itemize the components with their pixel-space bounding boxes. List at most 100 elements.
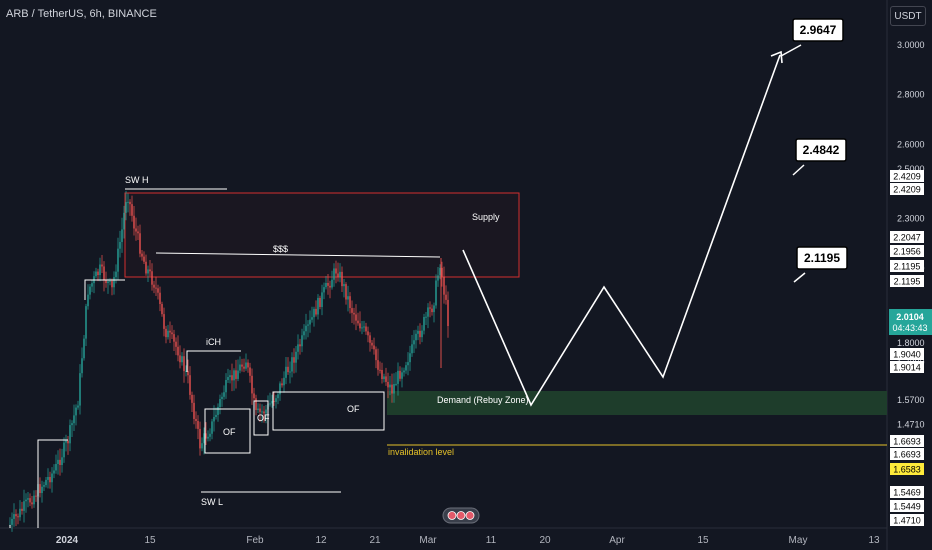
candle-body xyxy=(399,370,401,379)
candle-body xyxy=(181,356,183,363)
candle-body xyxy=(301,335,303,347)
candle-body xyxy=(179,355,181,363)
candle-body xyxy=(87,294,89,307)
candle-body xyxy=(107,281,109,284)
candle-body xyxy=(397,370,399,384)
target-value-3: 2.1195 xyxy=(804,251,840,265)
candle-body xyxy=(289,371,291,373)
price-label: 2.4209 xyxy=(893,172,921,182)
candle-body xyxy=(271,400,273,404)
structure-line xyxy=(37,439,68,528)
candle-body xyxy=(75,407,77,416)
demand-label: Demand (Rebuy Zone) xyxy=(437,395,529,405)
candle-body xyxy=(329,285,331,288)
candle-body xyxy=(395,383,397,385)
candle-body xyxy=(207,436,209,439)
candle-body xyxy=(425,316,427,318)
candle-body xyxy=(35,495,37,497)
candle-body xyxy=(209,433,211,437)
candle-body xyxy=(333,268,335,280)
supply-label: Supply xyxy=(472,212,500,222)
candle-body xyxy=(235,370,237,379)
candle-body xyxy=(239,364,241,371)
candle-body xyxy=(363,326,365,328)
candle-body xyxy=(191,394,193,403)
price-label-bg xyxy=(890,275,924,287)
candle-body xyxy=(89,286,91,295)
candle-body xyxy=(313,308,315,318)
candle-body xyxy=(385,376,387,382)
candle-body xyxy=(79,373,81,406)
of-box-1 xyxy=(204,408,251,454)
candle-body xyxy=(71,423,73,426)
supply-zone xyxy=(124,192,520,278)
candle-body xyxy=(111,280,113,288)
price-label: 2.1956 xyxy=(893,247,921,257)
price-label: 1.9014 xyxy=(893,363,921,373)
candle-body xyxy=(379,369,381,371)
candle-body xyxy=(351,308,353,313)
candle-body xyxy=(427,307,429,317)
of-box-3 xyxy=(272,391,385,431)
candle-body xyxy=(377,360,379,370)
candle-body xyxy=(149,269,151,272)
time-tick: 2024 xyxy=(56,535,79,546)
candle-body xyxy=(193,402,195,419)
candle-body xyxy=(85,306,87,339)
candle-body xyxy=(287,366,289,373)
time-tick: 15 xyxy=(697,535,709,546)
time-tick: 13 xyxy=(868,535,880,546)
candle-body xyxy=(39,484,41,494)
candle-body xyxy=(237,370,239,379)
price-label-bg xyxy=(890,348,924,360)
price-label-bg xyxy=(890,448,924,460)
candle-body xyxy=(45,479,47,486)
price-label-bg xyxy=(890,463,924,475)
candle-body xyxy=(19,508,21,518)
candle-body xyxy=(63,442,65,458)
of-label-2: OF xyxy=(257,413,270,423)
candle-body xyxy=(419,330,421,338)
currency-selector[interactable]: USDT xyxy=(890,6,926,26)
candle-body xyxy=(81,358,83,374)
price-label: 1.5469 xyxy=(893,488,921,498)
candle-body xyxy=(361,327,363,329)
candle-body xyxy=(23,501,25,511)
candle-body xyxy=(375,349,377,361)
candle-body xyxy=(69,425,71,444)
time-tick: 11 xyxy=(486,535,497,546)
candle-body xyxy=(155,287,157,289)
candle-body xyxy=(337,273,339,278)
candle-body xyxy=(47,477,49,480)
candle-body xyxy=(203,433,205,444)
candle-body xyxy=(275,398,277,402)
candle-body xyxy=(325,283,327,288)
candle-body xyxy=(411,344,413,354)
candle-body xyxy=(43,485,45,487)
candle-body xyxy=(341,271,343,287)
price-tick: 1.4710 xyxy=(897,419,925,429)
candle-body xyxy=(59,459,61,466)
candle-body xyxy=(241,364,243,367)
candle-body xyxy=(197,421,199,429)
candle-body xyxy=(335,268,337,274)
candle-body xyxy=(443,276,445,295)
candle-body xyxy=(147,269,149,274)
invalidation-label: invalidation level xyxy=(388,447,454,457)
candle-body xyxy=(221,396,223,399)
candle-body xyxy=(391,384,393,394)
candle-body xyxy=(249,367,251,376)
candle-body xyxy=(123,212,125,230)
candle-body xyxy=(159,292,161,305)
price-label: 2.2047 xyxy=(893,233,921,243)
of-label-1: OF xyxy=(223,427,236,437)
candle-body xyxy=(413,340,415,345)
candle-body xyxy=(41,486,43,494)
time-tick: Apr xyxy=(609,535,625,546)
price-label-bg xyxy=(890,435,924,447)
candle-body xyxy=(365,326,367,332)
time-tick: May xyxy=(789,535,808,546)
